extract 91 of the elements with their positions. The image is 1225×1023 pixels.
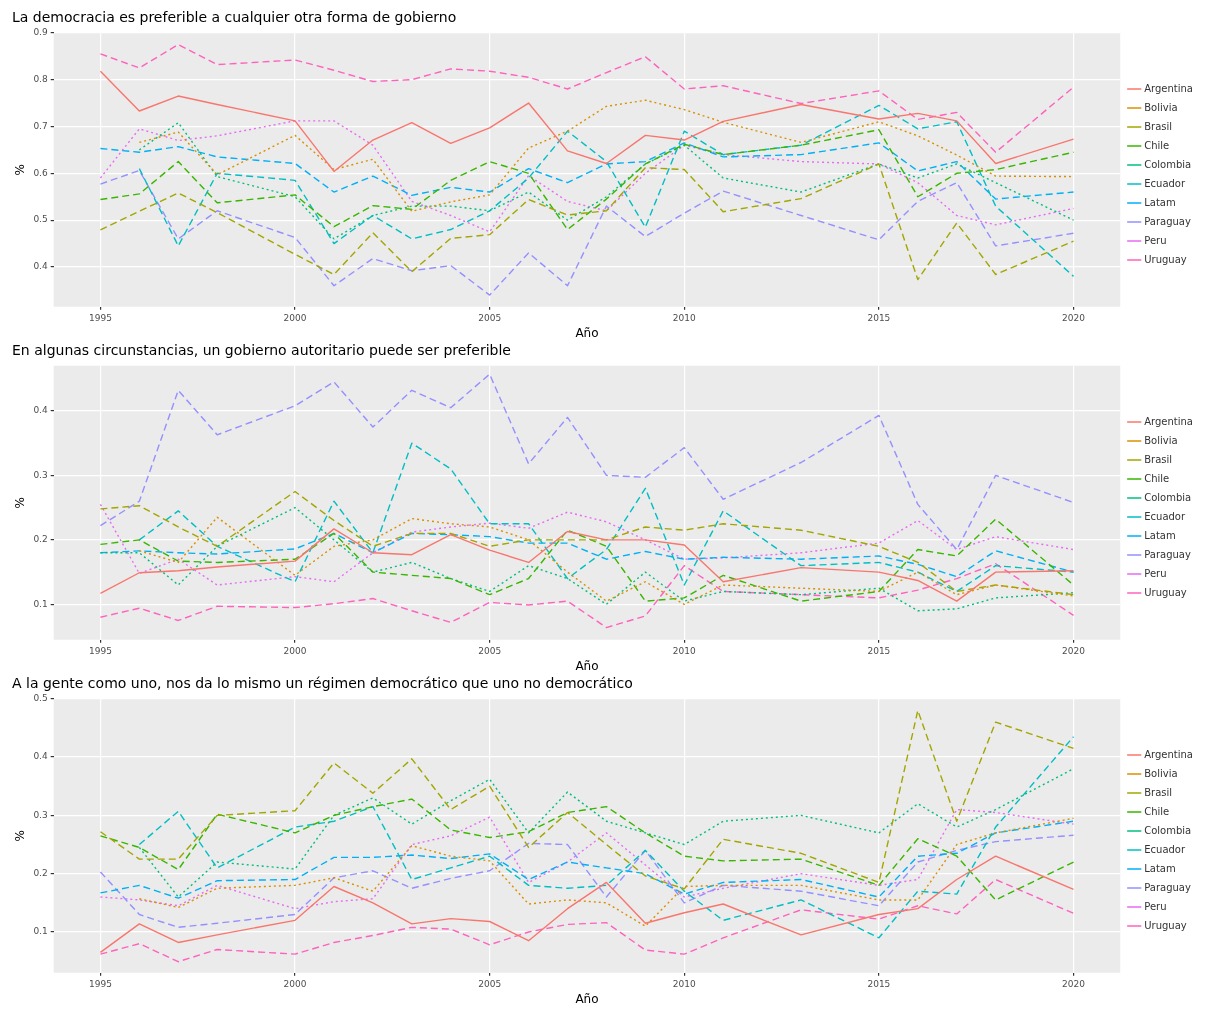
legend-label: Latam xyxy=(1144,529,1176,541)
y-tick-label: 0.2 xyxy=(33,534,48,545)
y-tick-label: 0.6 xyxy=(33,167,48,178)
legend-label: Colombia xyxy=(1144,491,1192,503)
legend-label: Colombia xyxy=(1144,824,1192,836)
legend-label: Argentina xyxy=(1144,748,1193,760)
legend-label: Peru xyxy=(1144,567,1167,579)
legend-label: Peru xyxy=(1144,234,1167,246)
line-series xyxy=(99,503,1075,586)
x-axis-title: Año xyxy=(575,325,599,340)
legend-label: Latam xyxy=(1144,196,1176,208)
legend-label: Bolivia xyxy=(1144,767,1178,779)
x-tick-label: 2015 xyxy=(867,978,891,989)
legend-label: Peru xyxy=(1144,900,1167,912)
y-axis-title: % xyxy=(13,164,28,176)
y-tick-label: 0.4 xyxy=(33,751,48,762)
line-series xyxy=(99,798,1075,901)
x-tick-label: 2015 xyxy=(867,312,891,323)
line-series xyxy=(138,442,1075,593)
legend-label: Bolivia xyxy=(1144,101,1178,113)
x-tick-label: 2010 xyxy=(672,645,696,656)
legend-label: Brasil xyxy=(1144,120,1173,132)
line-series xyxy=(99,563,1075,629)
x-tick-label: 2000 xyxy=(283,645,307,656)
y-tick-label: 0.5 xyxy=(33,214,48,225)
legend-label: Bolivia xyxy=(1144,434,1178,446)
line-series xyxy=(99,43,1075,153)
line-series xyxy=(138,104,1075,278)
x-tick-label: 2005 xyxy=(478,645,502,656)
y-axis-title: % xyxy=(13,830,28,842)
y-tick-label: 0.4 xyxy=(33,261,48,272)
y-axis-title: % xyxy=(13,497,28,509)
legend-label: Ecuador xyxy=(1144,177,1186,189)
legend-label: Brasil xyxy=(1144,453,1173,465)
chart-title: En algunas circunstancias, un gobierno autoritario puede ser preferible xyxy=(12,342,511,359)
legend-label: Chile xyxy=(1144,472,1170,484)
legend-label: Chile xyxy=(1144,805,1170,817)
line-series xyxy=(99,808,1075,910)
legend-label: Uruguay xyxy=(1144,586,1187,598)
line-series xyxy=(99,163,1075,281)
x-tick-label: 2020 xyxy=(1062,312,1086,323)
line-series xyxy=(99,490,1075,596)
legend-label: Paraguay xyxy=(1144,548,1191,560)
line-series xyxy=(99,373,1075,551)
x-tick-label: 2000 xyxy=(283,312,307,323)
y-tick-label: 0.8 xyxy=(33,73,48,84)
x-tick-label: 2005 xyxy=(478,978,502,989)
line-series xyxy=(99,709,1075,890)
x-axis-title: Año xyxy=(575,658,599,673)
y-tick-label: 0.7 xyxy=(33,120,48,131)
chart-title: A la gente como uno, nos da lo mismo un régimen democrático que uno no democrático xyxy=(12,675,633,692)
y-tick-label: 0.9 xyxy=(33,27,48,38)
line-series xyxy=(99,878,1075,963)
x-tick-label: 1995 xyxy=(88,978,112,989)
line-series xyxy=(138,817,1075,927)
line-series xyxy=(138,735,1075,939)
x-tick-label: 2020 xyxy=(1062,978,1086,989)
line-series xyxy=(99,820,1075,899)
legend-label: Paraguay xyxy=(1144,881,1191,893)
legend-label: Chile xyxy=(1144,139,1170,151)
line-series xyxy=(99,169,1075,296)
legend-label: Colombia xyxy=(1144,158,1192,170)
line-series xyxy=(99,506,1075,612)
x-tick-label: 2020 xyxy=(1062,645,1086,656)
legend-label: Argentina xyxy=(1144,82,1193,94)
line-series xyxy=(99,834,1075,929)
legend-label: Latam xyxy=(1144,862,1176,874)
y-tick-label: 0.3 xyxy=(33,809,48,820)
y-tick-label: 0.4 xyxy=(33,405,48,416)
x-tick-label: 2000 xyxy=(283,978,307,989)
x-tick-label: 2005 xyxy=(478,312,502,323)
y-tick-label: 0.5 xyxy=(33,693,48,704)
legend-label: Ecuador xyxy=(1144,843,1186,855)
chart-title: La democracia es preferible a cualquier otra forma de gobierno xyxy=(12,9,457,26)
y-tick-label: 0.3 xyxy=(33,469,48,480)
line-series xyxy=(99,142,1075,200)
legend-label: Uruguay xyxy=(1144,919,1187,931)
y-tick-label: 0.1 xyxy=(33,926,48,937)
x-tick-label: 2010 xyxy=(672,312,696,323)
x-axis-title: Año xyxy=(575,991,599,1006)
legend-label: Ecuador xyxy=(1144,510,1186,522)
x-tick-label: 2015 xyxy=(867,645,891,656)
x-tick-label: 2010 xyxy=(672,978,696,989)
legend-label: Argentina xyxy=(1144,415,1193,427)
y-tick-label: 0.2 xyxy=(33,868,48,879)
legend-label: Brasil xyxy=(1144,786,1173,798)
y-tick-label: 0.1 xyxy=(33,598,48,609)
legend-label: Paraguay xyxy=(1144,215,1191,227)
legend-label: Uruguay xyxy=(1144,253,1187,265)
x-tick-label: 1995 xyxy=(88,645,112,656)
x-tick-label: 1995 xyxy=(88,312,112,323)
